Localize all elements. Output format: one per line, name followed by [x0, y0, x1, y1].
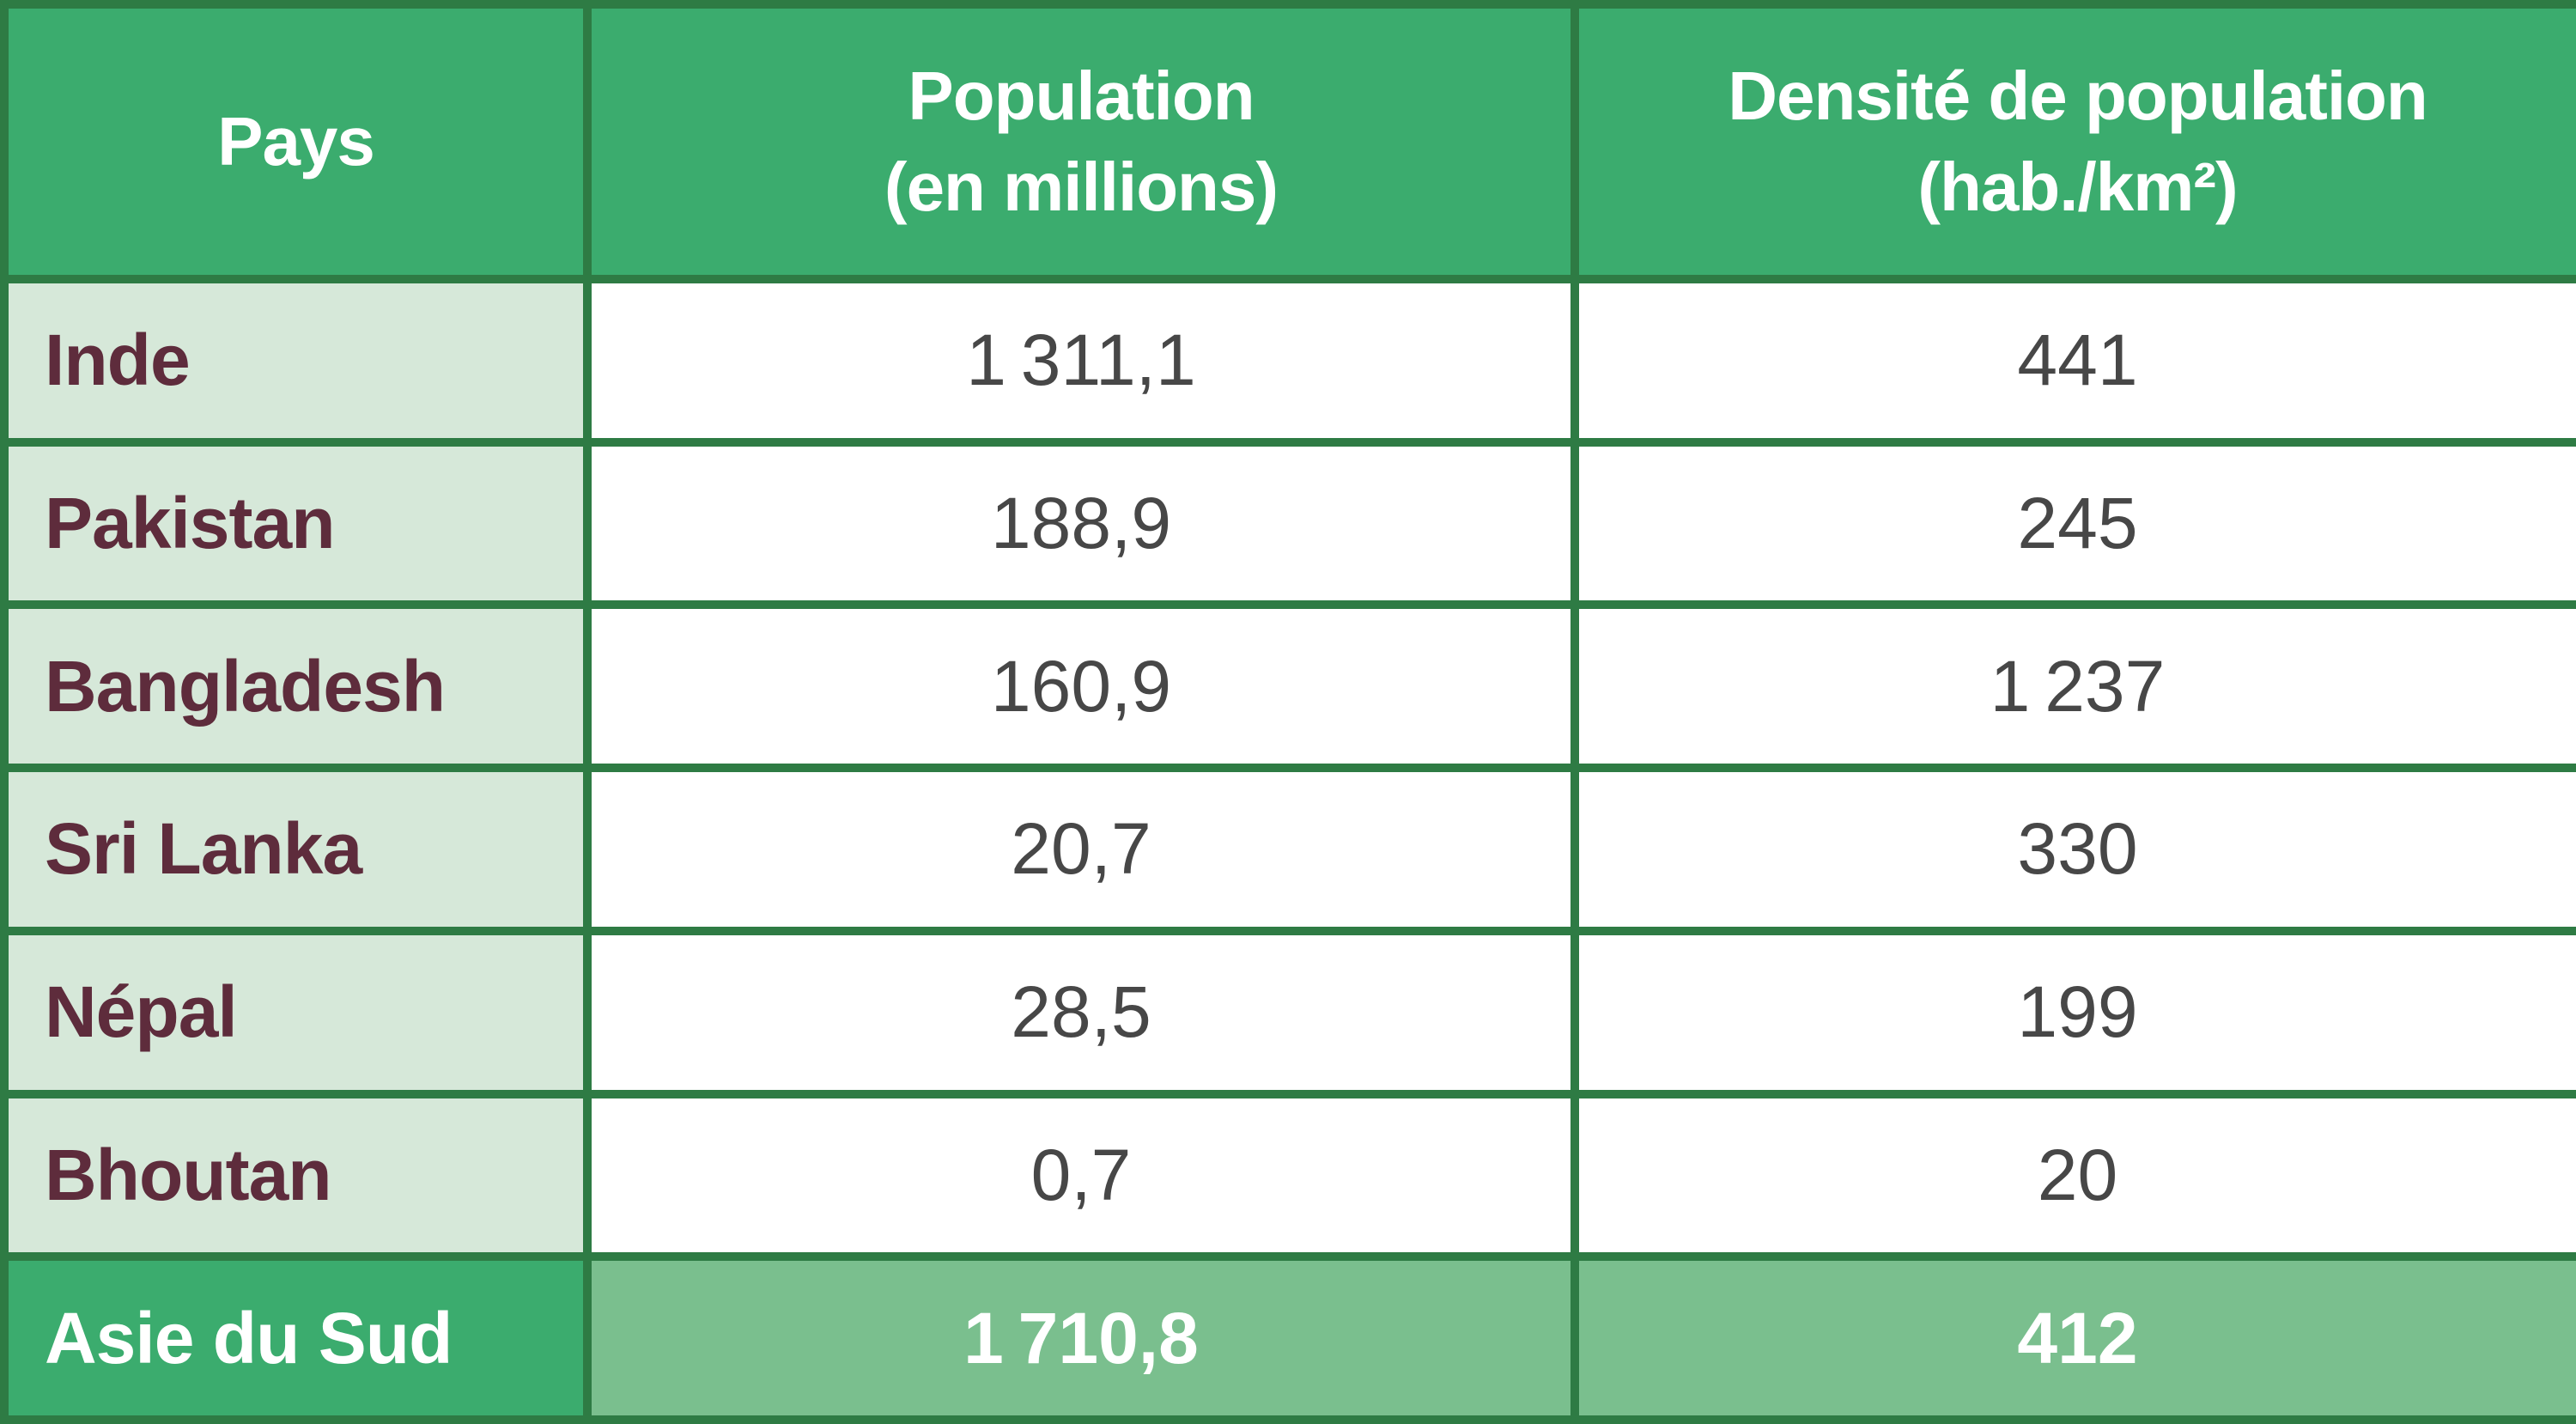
population-cell: 1 311,1 [583, 275, 1579, 447]
population-cell: 160,9 [583, 600, 1579, 773]
table-row: Sri Lanka 20,7 330 [0, 764, 2576, 935]
header-densite-line2: (hab./km²) [1917, 149, 2238, 225]
population-cell: 188,9 [583, 437, 1579, 610]
table-row: Bhoutan 0,7 20 [0, 1089, 2576, 1262]
table-row: Inde 1 311,1 441 [0, 275, 2576, 447]
population-cell: 28,5 [583, 926, 1579, 1098]
header-pays-line1: Pays [217, 103, 375, 180]
population-cell: 20,7 [583, 764, 1579, 935]
total-population-cell: 1 710,8 [583, 1252, 1579, 1424]
header-population: Population (en millions) [583, 0, 1579, 283]
country-cell: Bhoutan [0, 1089, 592, 1262]
population-cell: 0,7 [583, 1089, 1579, 1262]
country-cell: Pakistan [0, 437, 592, 610]
header-population-line1: Population [908, 58, 1255, 135]
header-densite-line1: Densité de population [1728, 58, 2428, 135]
country-cell: Népal [0, 926, 592, 1098]
total-label-cell: Asie du Sud [0, 1252, 592, 1424]
header-densite: Densité de population (hab./km²) [1571, 0, 2576, 283]
country-cell: Inde [0, 275, 592, 447]
header-row: Pays Population (en millions) Densité de… [0, 0, 2576, 283]
density-cell: 199 [1571, 926, 2576, 1098]
density-cell: 20 [1571, 1089, 2576, 1262]
table-row: Pakistan 188,9 245 [0, 437, 2576, 610]
total-density-cell: 412 [1571, 1252, 2576, 1424]
density-cell: 441 [1571, 275, 2576, 447]
country-cell: Sri Lanka [0, 764, 592, 935]
header-pays: Pays [0, 0, 592, 283]
density-cell: 330 [1571, 764, 2576, 935]
total-row: Asie du Sud 1 710,8 412 [0, 1252, 2576, 1424]
table-row: Népal 28,5 199 [0, 926, 2576, 1098]
density-cell: 245 [1571, 437, 2576, 610]
table-row: Bangladesh 160,9 1 237 [0, 600, 2576, 773]
country-cell: Bangladesh [0, 600, 592, 773]
density-cell: 1 237 [1571, 600, 2576, 773]
header-population-line2: (en millions) [884, 149, 1279, 225]
